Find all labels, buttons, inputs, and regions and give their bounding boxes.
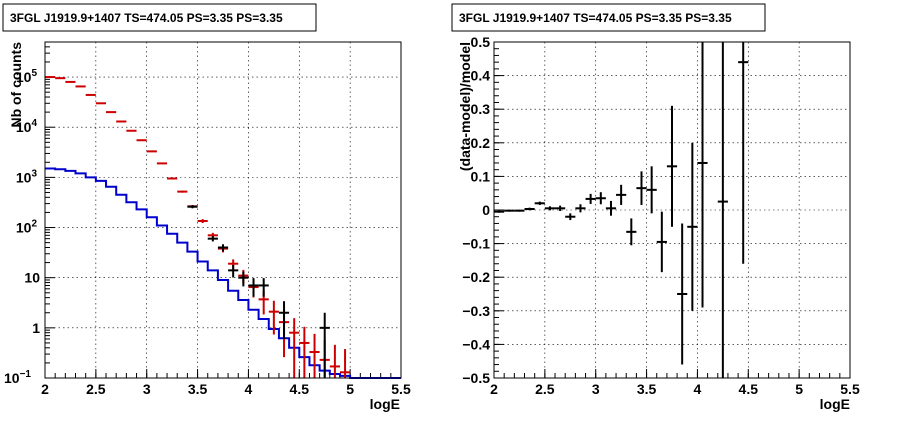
residual-point (565, 213, 576, 221)
right-x-tick-label: 4.5 (739, 381, 759, 397)
residual-point (677, 223, 688, 365)
right-y-axis-label: (data-model)/model (457, 42, 473, 171)
left-data-point (177, 190, 188, 193)
left-y-axis-label: Nb of counts (8, 42, 24, 128)
residual-point (656, 211, 667, 273)
right-chart-title: 3FGL J1919.9+1407 TS=474.05 PS=3.35 PS=3… (459, 11, 732, 25)
residual-point (575, 204, 586, 213)
right-y-tick-label: 0.4 (471, 68, 491, 84)
right-x-axis-label: logE (820, 396, 850, 412)
left-x-tick-label: 5.5 (391, 381, 411, 397)
left-x-tick-label: 5 (346, 381, 354, 397)
right-x-tick-label: 3 (592, 381, 600, 397)
residual-point (494, 210, 505, 213)
left-data-point (339, 349, 351, 378)
right-x-tick-label: 2.5 (535, 381, 555, 397)
right-y-tick-label: 0 (482, 202, 490, 218)
left-data-point (299, 326, 310, 378)
residual-point (646, 166, 657, 214)
residual-point (626, 218, 637, 246)
right-plot-frame (493, 41, 851, 379)
left-ref-point (278, 301, 290, 339)
counts-panel: 3FGL J1919.9+1407 TS=474.05 PS=3.35 PS=3… (2, 3, 411, 412)
residual-point (514, 209, 525, 212)
right-y-tick-label: −0.2 (462, 269, 490, 285)
residual-point (738, 42, 749, 264)
right-y-tick-label: 0.1 (471, 168, 491, 184)
right-x-tick-label: 5 (795, 381, 803, 397)
left-ref-point (238, 271, 249, 287)
left-x-tick-label: 2 (41, 381, 49, 397)
left-data-point (309, 333, 320, 378)
right-y-tick-label: −0.5 (462, 370, 490, 386)
residual-point (687, 142, 698, 311)
residual-point (595, 192, 606, 205)
residuals-panel: 3FGL J1919.9+1407 TS=474.05 PS=3.35 PS=3… (451, 3, 860, 412)
left-data-point (136, 139, 147, 142)
right-x-tick-label: 4 (694, 381, 702, 397)
right-y-tick-label: 0.2 (471, 135, 491, 151)
left-data-point (156, 162, 168, 165)
residual-point (555, 205, 566, 212)
left-y-tick-label: 104 (16, 118, 38, 135)
right-y-tick-label: −0.4 (462, 336, 490, 352)
left-y-tick-label: 1 (32, 320, 40, 336)
left-y-tick-label: 10 (24, 270, 40, 286)
left-ref-point (319, 312, 330, 378)
left-x-tick-label: 3 (143, 381, 151, 397)
residual-point (717, 42, 728, 378)
residual-point (534, 201, 545, 205)
left-x-tick-label: 3.5 (188, 381, 208, 397)
right-y-tick-label: 0.3 (471, 101, 491, 117)
left-data-point (197, 219, 208, 224)
right-x-tick-label: 2 (490, 381, 498, 397)
left-x-tick-label: 4.5 (290, 381, 310, 397)
right-title-box (451, 3, 766, 32)
left-y-tick-label: 10−1 (4, 369, 31, 386)
right-y-tick-label: 0.5 (471, 34, 491, 50)
left-ref-point (187, 205, 198, 209)
residual-point (636, 171, 647, 205)
left-plot-frame (44, 41, 402, 379)
right-x-tick-label: 5.5 (840, 381, 860, 397)
left-ref-point (228, 264, 239, 278)
residual-point (585, 193, 596, 204)
left-data-point (126, 129, 137, 132)
left-title-box (2, 3, 317, 32)
left-ref-point (258, 278, 269, 297)
right-y-tick-label: −0.3 (462, 303, 490, 319)
right-x-tick-label: 3.5 (637, 381, 657, 397)
left-data-point (167, 177, 178, 180)
left-x-tick-label: 4 (245, 381, 253, 397)
residual-point (697, 42, 708, 308)
left-chart-title: 3FGL J1919.9+1407 TS=474.05 PS=3.35 PS=3… (10, 11, 283, 25)
left-data-point (146, 150, 157, 153)
left-y-tick-label: 102 (16, 219, 38, 236)
left-y-tick-label: 103 (16, 168, 38, 185)
left-model-step-line (45, 167, 401, 379)
left-ref-point (217, 244, 229, 252)
left-data-point (329, 344, 340, 378)
left-ref-point (207, 236, 218, 242)
residual-point (605, 200, 617, 216)
residual-point (524, 207, 535, 211)
residual-point (504, 209, 515, 212)
left-data-point (268, 300, 279, 335)
residual-point (616, 184, 627, 205)
right-y-tick-label: −0.1 (462, 236, 490, 252)
left-x-axis-label: logE (370, 396, 400, 412)
residual-point (666, 105, 678, 227)
left-ref-point (248, 278, 259, 297)
residual-point (544, 206, 556, 211)
left-y-tick-label: 105 (16, 68, 38, 85)
left-data-point (289, 318, 300, 378)
left-x-tick-label: 2.5 (86, 381, 106, 397)
